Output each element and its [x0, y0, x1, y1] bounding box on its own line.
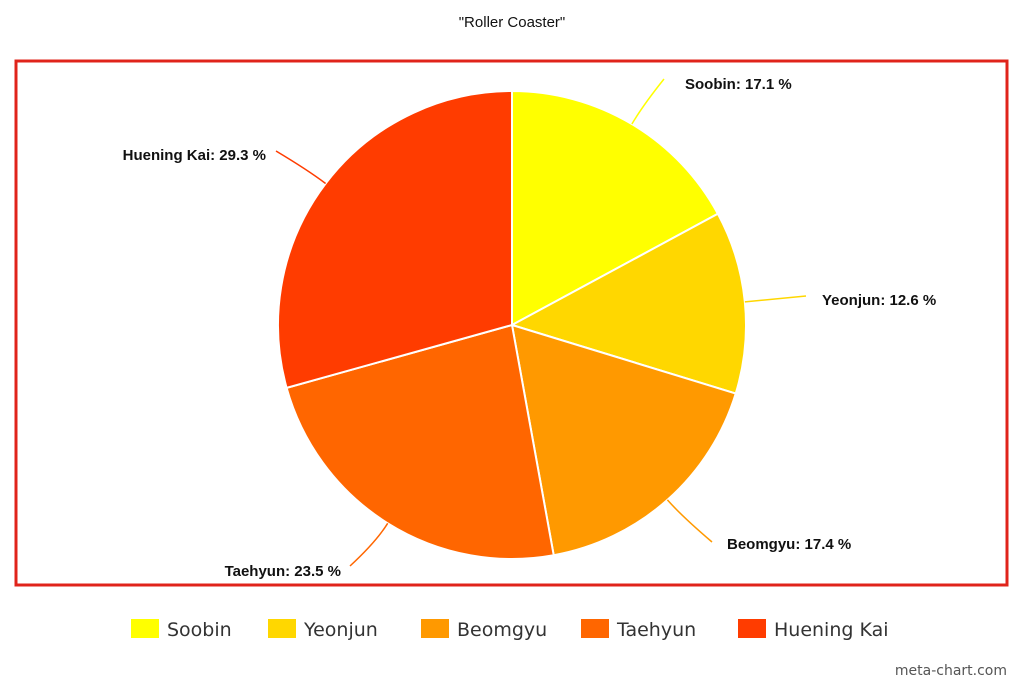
legend-item-yeonjun: Yeonjun — [268, 619, 378, 641]
legend-swatch — [268, 619, 296, 638]
slice-label-huening-kai: Huening Kai: 29.3 % — [123, 147, 266, 164]
legend-label: Soobin — [167, 619, 232, 641]
legend-item-huening-kai: Huening Kai — [738, 619, 889, 641]
chart-title: "Roller Coaster" — [459, 14, 566, 31]
pie-slice-yeonjun — [509, 212, 747, 395]
leader-line-taehyun — [349, 522, 389, 567]
chart-frame — [14, 59, 1009, 587]
legend-item-beomgyu: Beomgyu — [421, 619, 547, 641]
leader-line-beomgyu — [666, 499, 713, 543]
legend-label: Yeonjun — [303, 619, 378, 641]
leader-line-huening-kai — [275, 150, 327, 185]
legend-swatch — [131, 619, 159, 638]
slice-label-yeonjun: Yeonjun: 12.6 % — [822, 292, 936, 309]
pie-slice-soobin — [511, 89, 720, 327]
legend: Soobin Yeonjun Beomgyu Taehyun Huening Kai — [131, 619, 889, 641]
leader-line-yeonjun — [744, 295, 807, 303]
pie-slices — [276, 89, 747, 560]
legend-swatch — [421, 619, 449, 638]
legend-item-taehyun: Taehyun — [581, 619, 696, 641]
slice-labels: Soobin: 17.1 % Yeonjun: 12.6 % Beomgyu: 17… — [123, 76, 937, 580]
legend-label: Beomgyu — [457, 619, 547, 641]
legend-item-soobin: Soobin — [131, 619, 232, 641]
legend-label: Taehyun — [616, 619, 696, 641]
pie-slice-huening-kai — [276, 89, 513, 390]
leader-line-soobin — [631, 78, 665, 125]
legend-label: Huening Kai — [774, 619, 889, 641]
watermark-text: meta-chart.com — [895, 663, 1007, 679]
pie-slice-taehyun — [285, 323, 555, 560]
slice-label-beomgyu: Beomgyu: 17.4 % — [727, 536, 851, 553]
pie-slice-beomgyu — [510, 323, 737, 557]
slice-label-taehyun: Taehyun: 23.5 % — [225, 563, 341, 580]
slice-label-soobin: Soobin: 17.1 % — [685, 76, 792, 93]
label-leader-lines — [275, 78, 807, 567]
legend-swatch — [738, 619, 766, 638]
legend-swatch — [581, 619, 609, 638]
